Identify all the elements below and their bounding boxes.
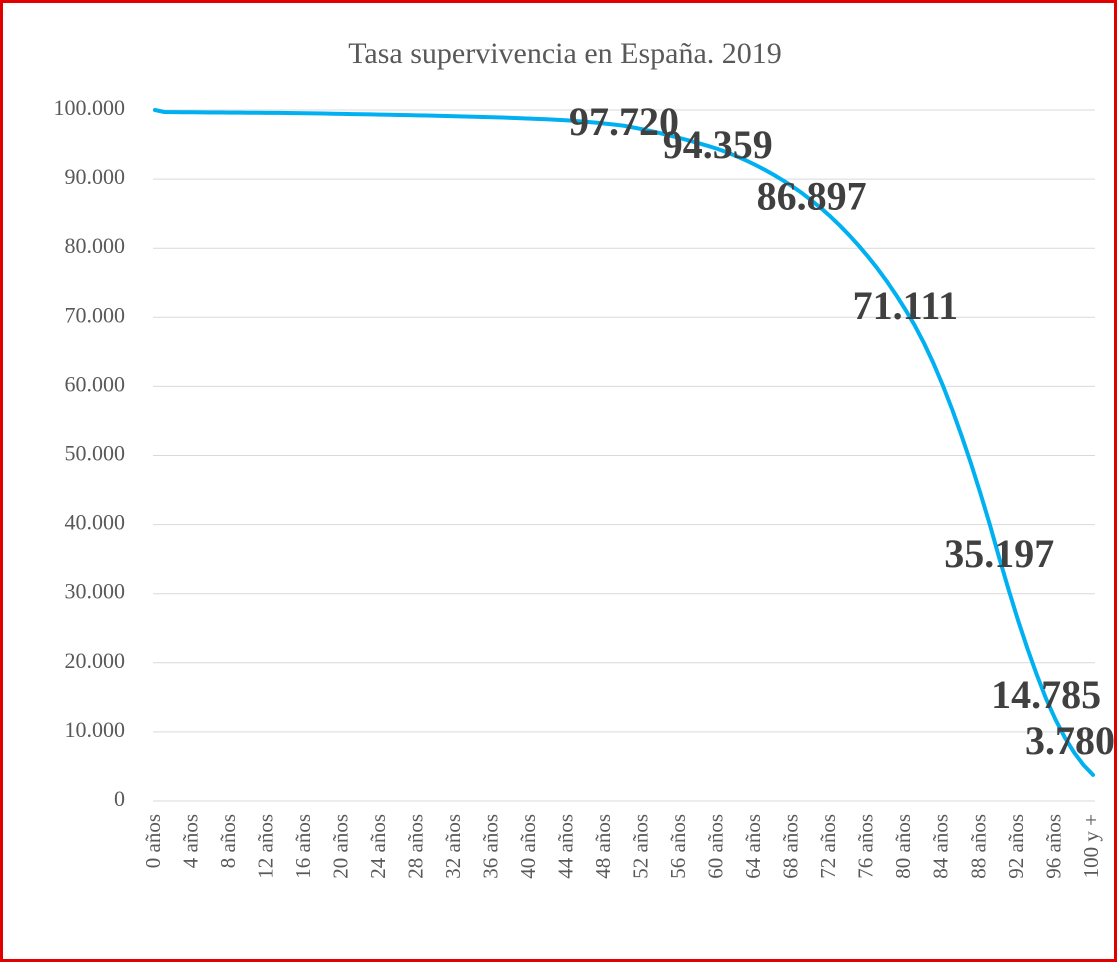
x-tick-label: 56 años — [666, 814, 690, 879]
x-tick-label: 60 años — [704, 814, 728, 879]
x-tick-label: 72 años — [816, 814, 840, 879]
y-tick-label: 100.000 — [54, 95, 126, 120]
x-tick-label: 24 años — [366, 814, 390, 879]
x-tick-label: 12 años — [253, 814, 277, 879]
x-tick-label: 52 años — [629, 814, 653, 879]
data-label: 35.197 — [944, 531, 1054, 576]
y-tick-label: 80.000 — [65, 233, 126, 258]
x-tick-label: 20 años — [328, 814, 352, 879]
x-tick-label: 100 y + — [1079, 814, 1103, 878]
y-tick-label: 20.000 — [65, 648, 126, 673]
y-tick-label: 30.000 — [65, 579, 126, 604]
x-tick-label: 80 años — [891, 814, 915, 879]
data-label: 14.785 — [991, 672, 1101, 717]
x-tick-label: 0 años — [141, 814, 165, 868]
x-tick-label: 88 años — [966, 814, 990, 879]
x-tick-label: 8 años — [216, 814, 240, 868]
x-tick-label: 16 años — [291, 814, 315, 879]
x-tick-label: 68 años — [779, 814, 803, 879]
y-tick-label: 90.000 — [65, 164, 126, 189]
line — [153, 108, 1095, 777]
data-label: 94.359 — [663, 122, 773, 167]
x-tick-label: 28 años — [403, 814, 427, 879]
chart-title: Tasa supervivencia en España. 2019 — [348, 37, 782, 70]
data-label: 71.111 — [853, 283, 959, 328]
x-tick-label: 76 años — [854, 814, 878, 879]
y-tick-label: 40.000 — [65, 510, 126, 535]
y-tick-label: 50.000 — [65, 441, 126, 466]
y-tick-label: 70.000 — [65, 302, 126, 327]
x-tick-label: 40 años — [516, 814, 540, 879]
y-tick-label: 60.000 — [65, 371, 126, 396]
x-tick-label: 84 años — [929, 814, 953, 879]
x-tick-label: 32 años — [441, 814, 465, 879]
x-tick-label: 44 años — [554, 814, 578, 879]
data-label: 97.720 — [569, 99, 679, 144]
y-tick-label: 10.000 — [65, 717, 126, 742]
data-label: 86.897 — [757, 174, 867, 219]
x-tick-label: 96 años — [1041, 814, 1065, 879]
y-tick-label: 0 — [114, 786, 125, 811]
x-tick-label: 64 años — [741, 814, 765, 879]
x-tick-label: 36 años — [478, 814, 502, 879]
x-tick-label: 48 años — [591, 814, 615, 879]
x-tick-label: 92 años — [1004, 814, 1028, 879]
data-label: 3.780 — [1025, 718, 1115, 763]
x-tick-label: 4 años — [178, 814, 202, 868]
